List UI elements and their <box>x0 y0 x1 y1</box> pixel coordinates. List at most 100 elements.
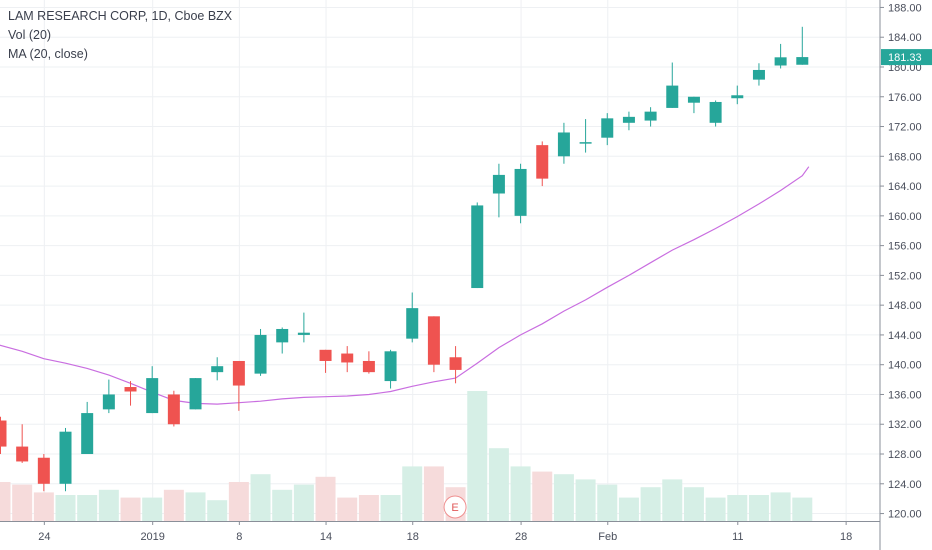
volume-bar <box>380 495 401 521</box>
price-tick-label: 136.00 <box>888 389 922 401</box>
volume-bar <box>315 476 336 521</box>
candle[interactable] <box>37 454 50 492</box>
volume-bar <box>358 495 379 521</box>
candle-body <box>362 360 375 373</box>
time-axis[interactable]: 24 2019 8 14 18 28 Feb 11 18 <box>0 521 880 543</box>
candle[interactable] <box>319 349 332 373</box>
time-tick-label: 18 <box>407 531 419 543</box>
price-tick-label: 128.00 <box>888 449 922 461</box>
candle-body <box>211 366 224 373</box>
candle[interactable] <box>341 346 354 373</box>
candle[interactable] <box>297 312 310 343</box>
volume-bar <box>120 497 141 521</box>
candle[interactable] <box>601 113 614 146</box>
candle-body <box>471 205 484 289</box>
time-tick-label: 18 <box>840 531 852 543</box>
candle[interactable] <box>189 378 202 410</box>
candle-body <box>752 69 765 80</box>
candle[interactable] <box>384 349 397 389</box>
candle[interactable] <box>124 381 137 406</box>
candle-body <box>232 360 245 386</box>
volume-bar <box>207 500 228 521</box>
candle[interactable] <box>276 327 289 354</box>
candle[interactable] <box>102 379 115 414</box>
volume-bar <box>510 466 531 521</box>
candle-body <box>709 101 722 123</box>
volume-bar <box>423 466 444 521</box>
price-axis[interactable]: 120.00 124.00 128.00 132.00 136.00 140.00 144.… <box>879 0 922 550</box>
volume-bar <box>640 487 661 521</box>
candle-body <box>37 457 50 484</box>
symbol-title[interactable]: LAM RESEARCH CORP, 1D, Cboe BZX <box>8 9 233 23</box>
price-tick-label: 140.00 <box>888 360 922 372</box>
candle[interactable] <box>666 62 679 108</box>
volume-bar <box>467 391 488 521</box>
candle-body <box>492 174 505 194</box>
volume-bar <box>250 474 271 521</box>
candle-body <box>557 132 570 157</box>
ma-indicator-label[interactable]: MA (20, close) <box>8 47 88 61</box>
price-tick-label: 188.00 <box>888 2 922 14</box>
candle[interactable] <box>622 111 635 131</box>
candle-body <box>796 57 809 65</box>
candle-body <box>124 387 137 392</box>
price-tick-label: 148.00 <box>888 300 922 312</box>
last-price-label: 181.33 <box>881 49 932 66</box>
earnings-marker-circle[interactable] <box>443 495 467 519</box>
candle-body <box>81 413 94 455</box>
volume-bar <box>33 492 54 521</box>
candle[interactable] <box>254 328 267 376</box>
candle[interactable] <box>774 43 787 69</box>
candle[interactable] <box>687 96 700 114</box>
candle[interactable] <box>232 360 245 411</box>
candles <box>0 26 809 492</box>
price-tick-label: 144.00 <box>888 330 922 342</box>
candle-body <box>0 420 7 447</box>
candle[interactable] <box>449 346 462 384</box>
candle[interactable] <box>492 163 505 218</box>
candle-body <box>167 394 180 425</box>
candle[interactable] <box>579 119 592 153</box>
price-tick-label: 176.00 <box>888 92 922 104</box>
candle[interactable] <box>167 390 180 427</box>
candle[interactable] <box>427 316 440 373</box>
volume-indicator-label[interactable]: Vol (20) <box>8 28 52 42</box>
volume-bar <box>683 487 704 521</box>
candle-body <box>384 351 397 382</box>
volume-bar <box>142 497 163 521</box>
candle[interactable] <box>0 416 7 455</box>
candle[interactable] <box>731 85 744 105</box>
candle[interactable] <box>16 424 29 463</box>
volume-bar <box>553 474 574 521</box>
volume-bar <box>770 492 791 521</box>
candle[interactable] <box>406 292 419 343</box>
candle[interactable] <box>752 63 765 86</box>
candle[interactable] <box>81 401 94 455</box>
candle[interactable] <box>211 357 224 381</box>
price-tick-label: 120.00 <box>888 509 922 521</box>
candle[interactable] <box>536 141 549 187</box>
candle[interactable] <box>557 122 570 164</box>
candle[interactable] <box>644 107 657 127</box>
candle-body <box>276 328 289 343</box>
time-tick-label: 28 <box>515 531 527 543</box>
ma-line <box>0 166 810 405</box>
candle-body <box>427 316 440 365</box>
volume-bar <box>185 492 206 521</box>
candle-body <box>579 142 592 144</box>
candle[interactable] <box>59 427 72 492</box>
volume-bar <box>163 489 184 521</box>
candle[interactable] <box>709 100 722 127</box>
candle[interactable] <box>362 351 375 374</box>
volume-bar <box>488 448 509 521</box>
candle[interactable] <box>796 26 809 65</box>
candle[interactable] <box>471 202 484 289</box>
chart-legend: LAM RESEARCH CORP, 1D, Cboe BZX Vol (20)… <box>8 7 232 64</box>
last-price-background <box>881 49 932 66</box>
candle[interactable] <box>514 163 527 224</box>
earnings-marker[interactable]: E <box>443 495 467 519</box>
candle[interactable] <box>146 366 159 414</box>
volume-bar <box>662 479 683 521</box>
volume-bar <box>77 495 98 521</box>
